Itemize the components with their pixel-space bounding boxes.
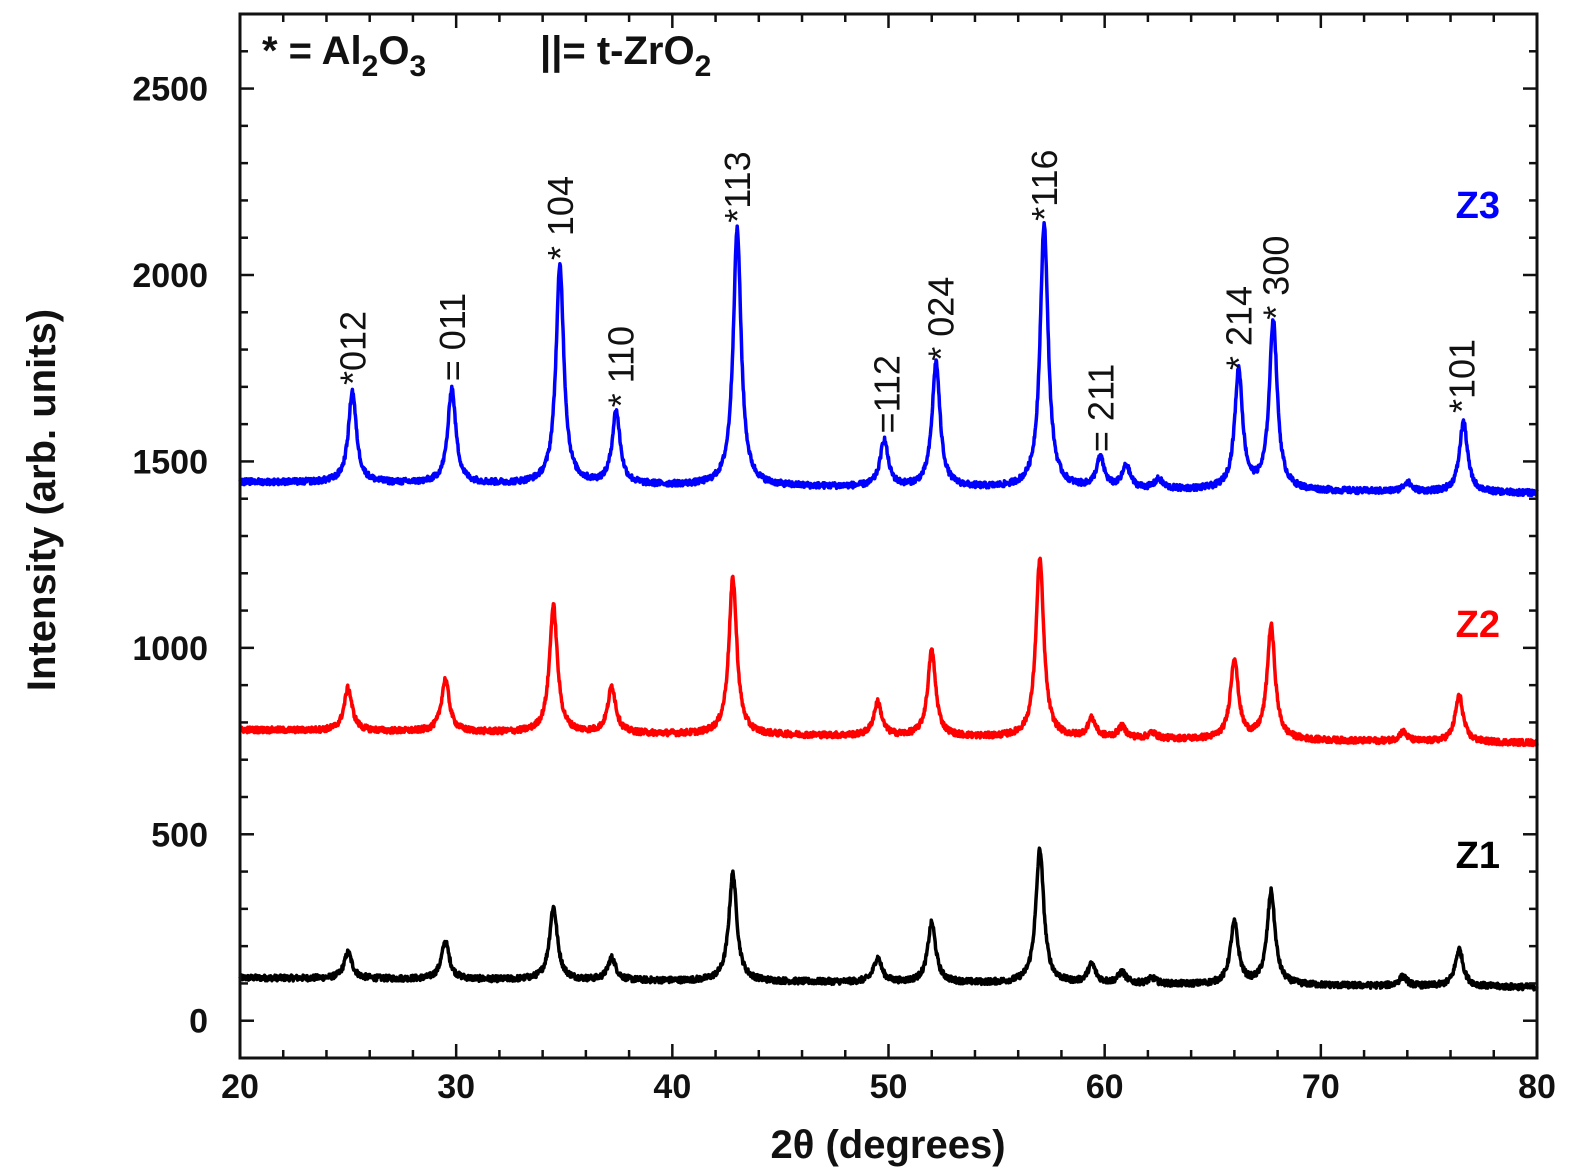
y-tick-label: 0 xyxy=(189,1003,208,1041)
y-tick-label: 1500 xyxy=(132,443,208,481)
peak-label: =112 xyxy=(866,355,907,433)
x-tick-label: 40 xyxy=(653,1068,691,1106)
x-tick-label: 20 xyxy=(221,1068,259,1106)
legend-text-part: ||= xyxy=(540,29,597,73)
x-tick-label: 30 xyxy=(437,1068,475,1106)
series-layer xyxy=(238,220,1539,992)
legend-entry: * = Al2O3 xyxy=(262,29,426,83)
peak-label: *113 xyxy=(717,151,758,222)
peak-label: = 211 xyxy=(1080,364,1121,452)
peak-label: * 110 xyxy=(601,326,642,407)
legend-text-part: Al xyxy=(322,29,362,73)
peak-label: *012 xyxy=(332,311,373,385)
peak-label: * 300 xyxy=(1255,236,1296,320)
y-tick-label: 2500 xyxy=(132,71,208,109)
series-label-z1: Z1 xyxy=(1456,835,1500,877)
legend-subscript: 3 xyxy=(409,50,426,83)
peak-label: *101 xyxy=(1441,339,1482,413)
series-label-z2: Z2 xyxy=(1456,604,1500,646)
legend-subscript: 2 xyxy=(362,50,379,83)
legend-subscript: 2 xyxy=(695,50,712,83)
y-tick-label: 500 xyxy=(151,816,208,854)
peak-label-layer: *012 = 011 * 104 * 110 *113 =112 * 024 *116 = 21… xyxy=(332,149,1482,452)
y-axis-label: Intensity (arb. units) xyxy=(20,309,64,691)
x-tick-label: 70 xyxy=(1302,1068,1340,1106)
series-label-layer: Z1 Z2 Z3 xyxy=(1456,185,1500,877)
x-tick-label: 80 xyxy=(1518,1068,1556,1106)
legend-text-part: O xyxy=(378,29,409,73)
x-axis-label: 2θ (degrees) xyxy=(770,1123,1005,1167)
axes: 20 30 40 50 60 70 80 0 500 1000 1500 2000 2500 xyxy=(132,12,1556,1106)
legend-entry: ||= t-ZrO2 xyxy=(540,29,711,83)
peak-label: * 214 xyxy=(1219,286,1260,370)
legend-text-part: t-ZrO xyxy=(597,29,695,73)
legend: * = Al2O3 ||= t-ZrO2 xyxy=(262,29,711,83)
peak-label: *116 xyxy=(1024,149,1065,220)
series-line-z1 xyxy=(238,846,1539,992)
y-tick-label: 1000 xyxy=(132,630,208,668)
x-tick-label: 50 xyxy=(870,1068,908,1106)
y-tick-label: 2000 xyxy=(132,257,208,295)
series-label-z3: Z3 xyxy=(1456,185,1500,227)
legend-text-part: * = xyxy=(262,29,322,73)
series-line-z3 xyxy=(238,220,1539,498)
series-line-z2 xyxy=(238,556,1539,748)
peak-label: * 024 xyxy=(920,277,961,361)
x-tick-label: 60 xyxy=(1086,1068,1124,1106)
peak-label: = 011 xyxy=(432,293,473,381)
peak-label: * 104 xyxy=(540,176,581,260)
